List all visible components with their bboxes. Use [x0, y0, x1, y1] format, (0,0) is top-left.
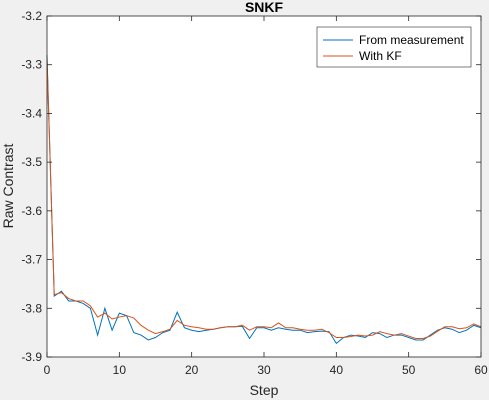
- x-tick-label: 40: [330, 363, 344, 377]
- legend: From measurement With KF: [316, 26, 472, 68]
- y-tick-label: -3.6: [21, 204, 42, 218]
- legend-box: [316, 26, 472, 68]
- x-tick-label: 20: [185, 363, 199, 377]
- x-axis-label: Step: [250, 382, 279, 398]
- chart-title: SNKF: [245, 0, 284, 15]
- y-tick-label: -3.8: [21, 301, 42, 315]
- legend-label-with-kf: With KF: [359, 49, 402, 63]
- x-tick-label: 10: [113, 363, 127, 377]
- y-tick-label: -3.5: [21, 155, 42, 169]
- x-tick-label: 30: [257, 363, 271, 377]
- x-tick-label: 50: [402, 363, 416, 377]
- series-layer: [46, 54, 482, 345]
- plot-area: [47, 16, 481, 357]
- x-tick-label: 60: [474, 363, 488, 377]
- y-tick-label: -3.2: [21, 9, 42, 23]
- y-tick-label: -3.3: [21, 58, 42, 72]
- y-tick-label: -3.9: [21, 350, 42, 364]
- legend-label-from-measurement: From measurement: [359, 33, 464, 47]
- x-tick-label: 0: [44, 363, 51, 377]
- series-line-with-kf: [46, 59, 482, 339]
- series-line-from-measurement: [46, 54, 482, 345]
- axes-layer: 0 10 20 30 40 50 60 -3.2 -3.3 -3.4 -3.5 -3.6 -3.7 -3.…: [21, 9, 488, 377]
- y-tick-label: -3.4: [21, 106, 42, 120]
- y-tick-label: -3.7: [21, 253, 42, 267]
- y-axis-label: Raw Contrast: [0, 143, 16, 228]
